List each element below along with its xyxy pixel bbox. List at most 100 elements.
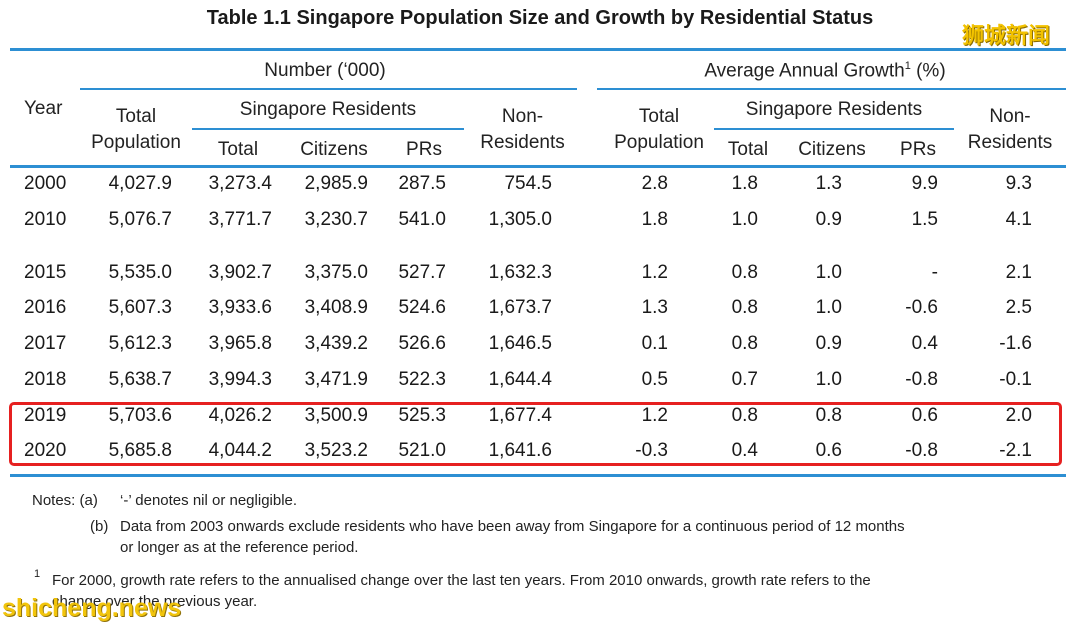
cell-year: 2000 [24,173,67,194]
cell-gnr: 2.1 [1005,262,1032,283]
g-sg-residents-header: Singapore Residents [745,99,923,120]
footnote-marker: 1 [34,568,41,580]
cell-nr: 754.5 [504,173,552,194]
cell-tp: 5,607.3 [108,297,172,318]
cell-nr: 1,677.4 [488,405,552,426]
growth-group-rule [597,88,1066,90]
cell-grt: 1.0 [731,209,758,230]
cell-grt: 0.7 [731,369,758,390]
cell-tp: 5,076.7 [108,209,172,230]
cell-rt: 3,273.4 [208,173,272,194]
total-pop-header-l1: Total [115,106,157,127]
cell-gci: 0.6 [815,440,842,461]
cell-tp: 5,612.3 [108,333,172,354]
cell-pr: 524.6 [398,297,446,318]
watermark-bottom: shicheng.news [2,594,182,622]
cell-ci: 3,523.2 [304,440,368,461]
cell-rt: 3,965.8 [208,333,272,354]
cell-year: 2019 [24,405,67,426]
cell-pr: 521.0 [398,440,446,461]
cell-gci: 1.0 [815,297,842,318]
cell-nr: 1,644.4 [488,369,552,390]
top-rule [10,48,1066,51]
citizens-header: Citizens [300,139,368,160]
cell-grt: 0.8 [731,405,758,426]
cell-tp: 5,638.7 [108,369,172,390]
cell-gpr: -0.8 [905,440,938,461]
cell-year: 2017 [24,333,67,354]
cell-gci: 0.9 [815,209,842,230]
cell-rt: 3,771.7 [208,209,272,230]
g-prs-header: PRs [900,139,936,160]
cell-gnr: -1.6 [999,333,1032,354]
cell-rt: 4,044.2 [208,440,272,461]
growth-group-header: Average Annual Growth1 (%) [704,60,946,82]
cell-pr: 526.6 [398,333,446,354]
note-b-line2: or longer as at the reference period. [120,539,359,556]
notes-label: Notes: (a) [32,492,98,509]
watermark-top: 狮城新闻 [962,23,1051,48]
bottom-rule [10,474,1066,477]
non-res-header-l2: Residents [480,132,565,153]
cell-gnr: 2.0 [1005,405,1032,426]
g-total-pop-header-l2: Population [614,132,704,153]
cell-pr: 522.3 [398,369,446,390]
cell-pr: 527.7 [398,262,446,283]
cell-tp: 5,685.8 [108,440,172,461]
cell-gpr: -0.6 [905,297,938,318]
note-a: ‘-’ denotes nil or negligible. [120,492,298,509]
prs-header: PRs [406,139,442,160]
cell-ci: 3,439.2 [304,333,368,354]
cell-grt: 1.8 [731,173,758,194]
cell-gtp: -0.3 [635,440,668,461]
note-b-line1: Data from 2003 onwards exclude residents… [120,518,905,535]
cell-gtp: 1.2 [641,405,668,426]
cell-gpr: 1.5 [911,209,938,230]
cell-gnr: 4.1 [1005,209,1032,230]
g-res-total-header: Total [727,139,769,160]
cell-rt: 4,026.2 [208,405,272,426]
cell-ci: 2,985.9 [304,173,368,194]
g-non-res-header-l1: Non- [989,106,1031,127]
cell-ci: 3,500.9 [304,405,368,426]
cell-pr: 525.3 [398,405,446,426]
g-citizens-header: Citizens [798,139,866,160]
cell-grt: 0.8 [731,262,758,283]
cell-gnr: -0.1 [999,369,1032,390]
cell-pr: 287.5 [398,173,446,194]
cell-gtp: 0.1 [641,333,668,354]
cell-tp: 4,027.9 [108,173,172,194]
cell-gpr: 9.9 [911,173,938,194]
cell-gci: 1.3 [815,173,842,194]
non-res-header-l1: Non- [501,106,544,127]
cell-gtp: 1.8 [641,209,668,230]
cell-nr: 1,632.3 [488,262,552,283]
cell-gpr: -0.8 [905,369,938,390]
cell-gci: 0.9 [815,333,842,354]
footnote-line1: For 2000, growth rate refers to the annu… [52,572,871,589]
cell-pr: 541.0 [398,209,446,230]
cell-gci: 1.0 [815,369,842,390]
cell-year: 2010 [24,209,67,230]
cell-tp: 5,535.0 [108,262,172,283]
cell-nr: 1,673.7 [488,297,552,318]
year-header: Year [24,98,63,119]
highlight-box [9,402,1062,466]
cell-gci: 1.0 [815,262,842,283]
header-bottom-rule [10,165,1066,168]
cell-grt: 0.4 [731,440,758,461]
cell-gnr: 2.5 [1005,297,1032,318]
cell-grt: 0.8 [731,333,758,354]
cell-ci: 3,375.0 [304,262,368,283]
cell-gpr: - [931,262,938,283]
cell-grt: 0.8 [731,297,758,318]
sg-residents-header: Singapore Residents [239,99,417,120]
table-title: Table 1.1 Singapore Population Size and … [206,7,874,29]
cell-gtp: 1.3 [641,297,668,318]
cell-gtp: 1.2 [641,262,668,283]
cell-tp: 5,703.6 [108,405,172,426]
cell-gpr: 0.4 [911,333,938,354]
cell-rt: 3,902.7 [208,262,272,283]
number-group-rule [80,88,577,90]
res-total-header: Total [217,139,259,160]
